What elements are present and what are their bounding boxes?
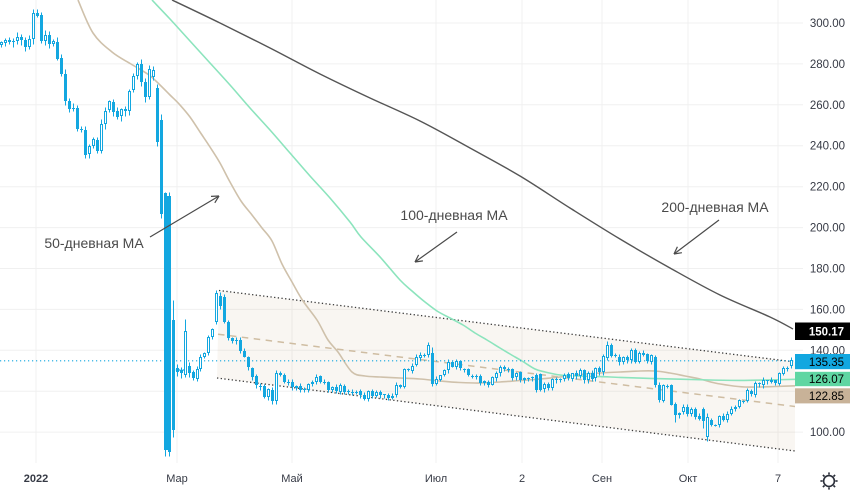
svg-text:150.17: 150.17 <box>809 326 844 338</box>
svg-text:126.07: 126.07 <box>809 374 844 386</box>
svg-text:100.00: 100.00 <box>810 427 845 439</box>
svg-text:122.85: 122.85 <box>809 391 844 403</box>
svg-text:135.35: 135.35 <box>809 357 844 369</box>
svg-text:200.00: 200.00 <box>810 223 845 235</box>
svg-text:100-дневная МА: 100-дневная МА <box>400 207 508 223</box>
svg-text:240.00: 240.00 <box>810 141 845 153</box>
svg-text:7: 7 <box>775 473 781 485</box>
svg-text:Сен: Сен <box>592 473 612 485</box>
svg-text:Мар: Мар <box>166 473 188 485</box>
svg-text:280.00: 280.00 <box>810 59 845 71</box>
svg-text:Май: Май <box>281 473 303 485</box>
svg-text:180.00: 180.00 <box>810 264 845 276</box>
svg-text:2022: 2022 <box>24 473 48 485</box>
svg-text:200-дневная МА: 200-дневная МА <box>661 199 769 215</box>
svg-text:Июл: Июл <box>425 473 447 485</box>
svg-text:160.00: 160.00 <box>810 304 845 316</box>
svg-text:220.00: 220.00 <box>810 182 845 194</box>
svg-text:2: 2 <box>519 473 525 485</box>
svg-text:Окт: Окт <box>679 473 698 485</box>
svg-text:50-дневная МА: 50-дневная МА <box>44 235 144 251</box>
svg-text:260.00: 260.00 <box>810 100 845 112</box>
svg-text:300.00: 300.00 <box>810 18 845 30</box>
